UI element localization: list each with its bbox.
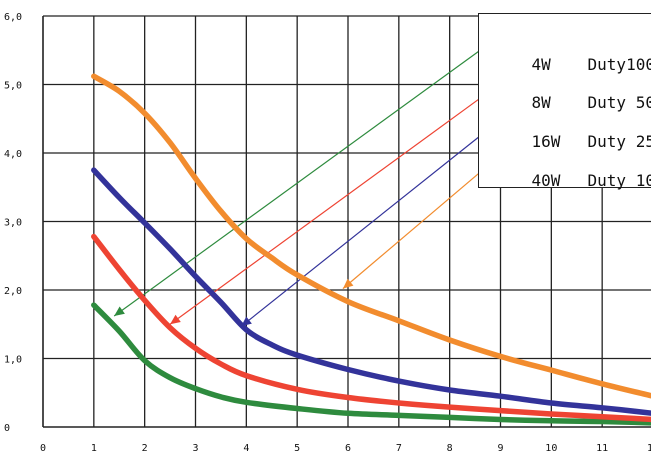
legend-power: 40W — [531, 171, 561, 190]
x-tick-label: 3 — [192, 443, 198, 454]
series-line-1 — [91, 233, 651, 423]
grid — [42, 15, 651, 428]
legend-duty: Duty100% — [587, 55, 651, 74]
x-tick-label: 11 — [596, 443, 608, 454]
x-tick-label: 1 — [91, 443, 97, 454]
y-tick-label: 3,0 — [4, 218, 22, 229]
legend-power: 16W — [531, 132, 561, 151]
annotation-arrow-line — [240, 135, 481, 327]
y-tick-label: 1,0 — [4, 355, 22, 366]
data-series — [91, 73, 651, 426]
x-tick-label: 10 — [545, 443, 557, 454]
x-tick-label: 9 — [497, 443, 503, 454]
x-tick-label: 6 — [345, 443, 351, 454]
x-tick-label: 7 — [396, 443, 402, 454]
x-tick-label: 12 — [647, 443, 651, 454]
legend-duty: Duty 25% — [587, 132, 651, 151]
x-tick-label: 2 — [142, 443, 148, 454]
x-tick-label: 8 — [447, 443, 453, 454]
legend-power: 8W — [531, 93, 551, 112]
legend-entry-2: 16W Duty 25% — [493, 113, 651, 170]
y-tick-label: 4,0 — [4, 149, 22, 160]
x-tick-label: 4 — [243, 443, 249, 454]
y-tick-label: 5,0 — [4, 81, 22, 92]
series-line-0 — [91, 302, 651, 426]
legend-duty: Duty 50% — [587, 93, 651, 112]
series-line-2 — [91, 167, 651, 416]
legend-duty: Duty 10% — [587, 171, 651, 190]
y-tick-label: 2,0 — [4, 286, 22, 297]
legend-power: 4W — [531, 55, 551, 74]
annotation-arrow-line — [113, 49, 481, 317]
x-tick-label: 5 — [294, 443, 300, 454]
legend-entry-1: 8W Duty 50% — [493, 74, 651, 131]
legend: 4W Duty100% 8W Duty 50% 16W Duty 25% 40W Dut… — [478, 13, 651, 190]
annotation-arrow-line — [342, 171, 481, 290]
y-axis-ticks: 0 1,0 2,0 3,0 4,0 5,0 6,0 — [4, 12, 22, 434]
series-line-3 — [91, 73, 651, 399]
x-tick-label: 0 — [40, 443, 46, 454]
x-axis-ticks: 0123456789101112 — [40, 443, 651, 454]
annotation-arrow-head — [170, 314, 181, 325]
annotation-arrow-head — [114, 306, 125, 317]
legend-entry-3: 40W Duty 10% — [493, 152, 651, 209]
y-tick-label: 0 — [4, 423, 10, 434]
legend-entry-0: 4W Duty100% — [493, 36, 651, 93]
annotation-arrow-head — [342, 278, 354, 289]
annotation-arrow-line — [169, 97, 481, 325]
y-tick-label: 6,0 — [4, 12, 22, 23]
